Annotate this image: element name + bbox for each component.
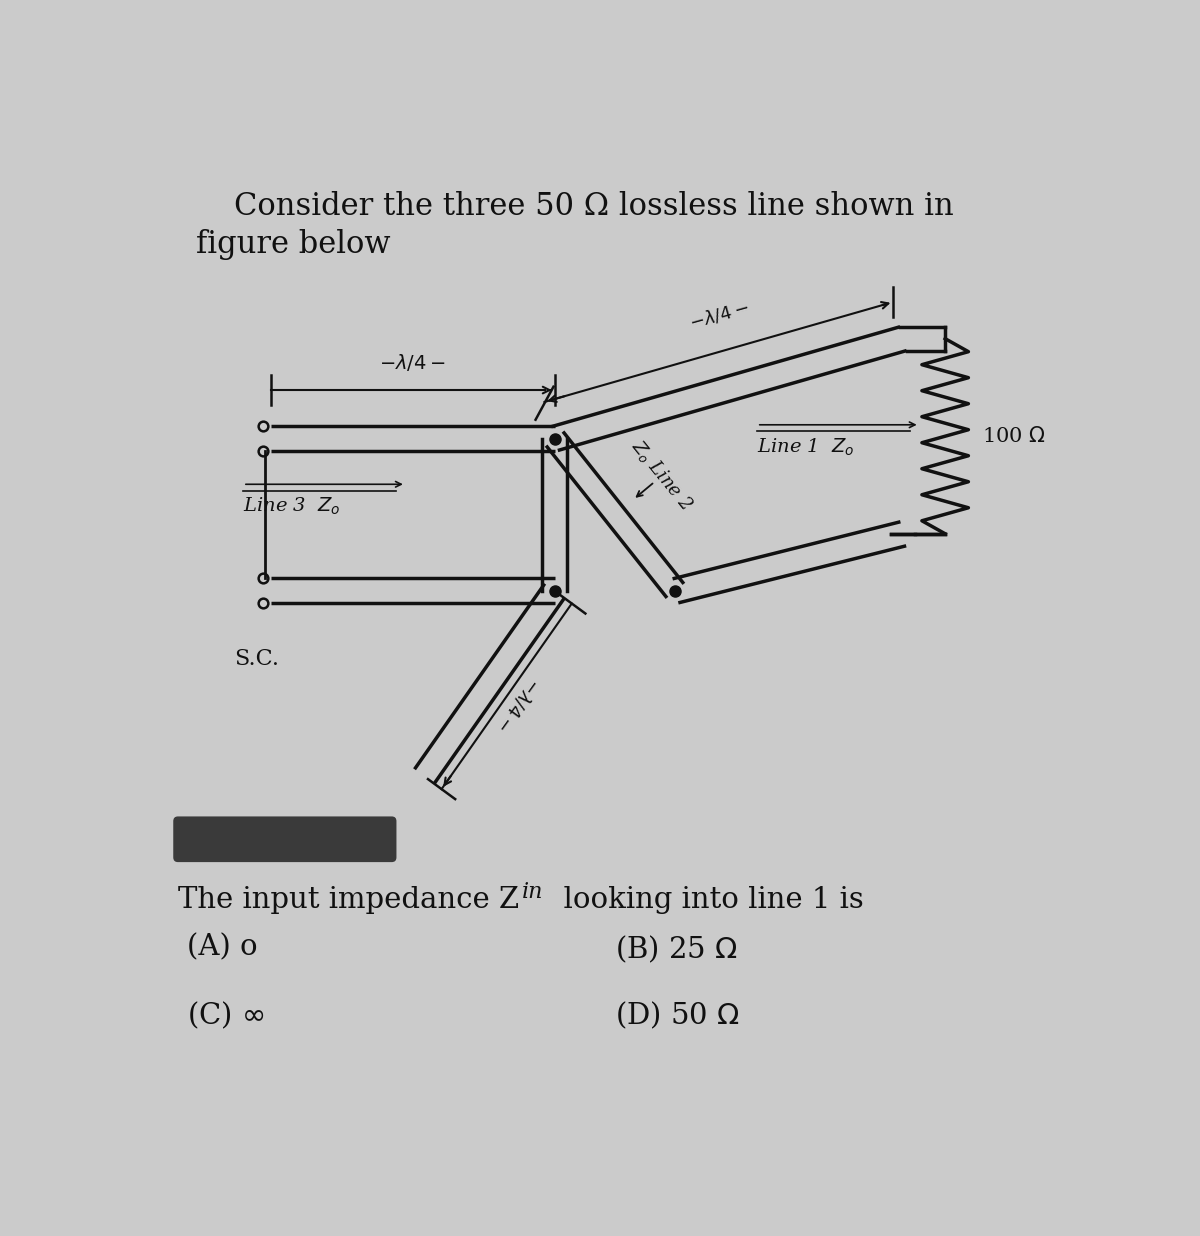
Text: (B) 25 $\Omega$: (B) 25 $\Omega$ <box>616 933 738 965</box>
Text: Line 1  $Z_o$: Line 1 $Z_o$ <box>757 436 854 457</box>
Text: $-\lambda/4-$: $-\lambda/4-$ <box>379 352 446 373</box>
Text: in: in <box>522 881 544 904</box>
Text: S.C.: S.C. <box>234 648 278 670</box>
Text: (A) o: (A) o <box>187 933 258 962</box>
Text: looking into line 1 is: looking into line 1 is <box>545 886 864 913</box>
Text: $-\lambda/4-$: $-\lambda/4-$ <box>492 674 544 735</box>
FancyBboxPatch shape <box>173 817 396 863</box>
Text: Line 3  $Z_o$: Line 3 $Z_o$ <box>242 496 341 517</box>
Text: figure below: figure below <box>197 229 391 261</box>
Text: $-\lambda/4-$: $-\lambda/4-$ <box>686 298 751 332</box>
Text: Consider the three 50 Ω lossless line shown in: Consider the three 50 Ω lossless line sh… <box>234 192 954 222</box>
Text: (C) $\infty$: (C) $\infty$ <box>187 1000 264 1032</box>
Text: $Z_o$ Line 2: $Z_o$ Line 2 <box>628 436 697 515</box>
Text: 100 $\Omega$: 100 $\Omega$ <box>983 426 1046 446</box>
Text: The input impedance Z: The input impedance Z <box>178 886 520 913</box>
Text: (D) 50 $\Omega$: (D) 50 $\Omega$ <box>616 1000 739 1032</box>
